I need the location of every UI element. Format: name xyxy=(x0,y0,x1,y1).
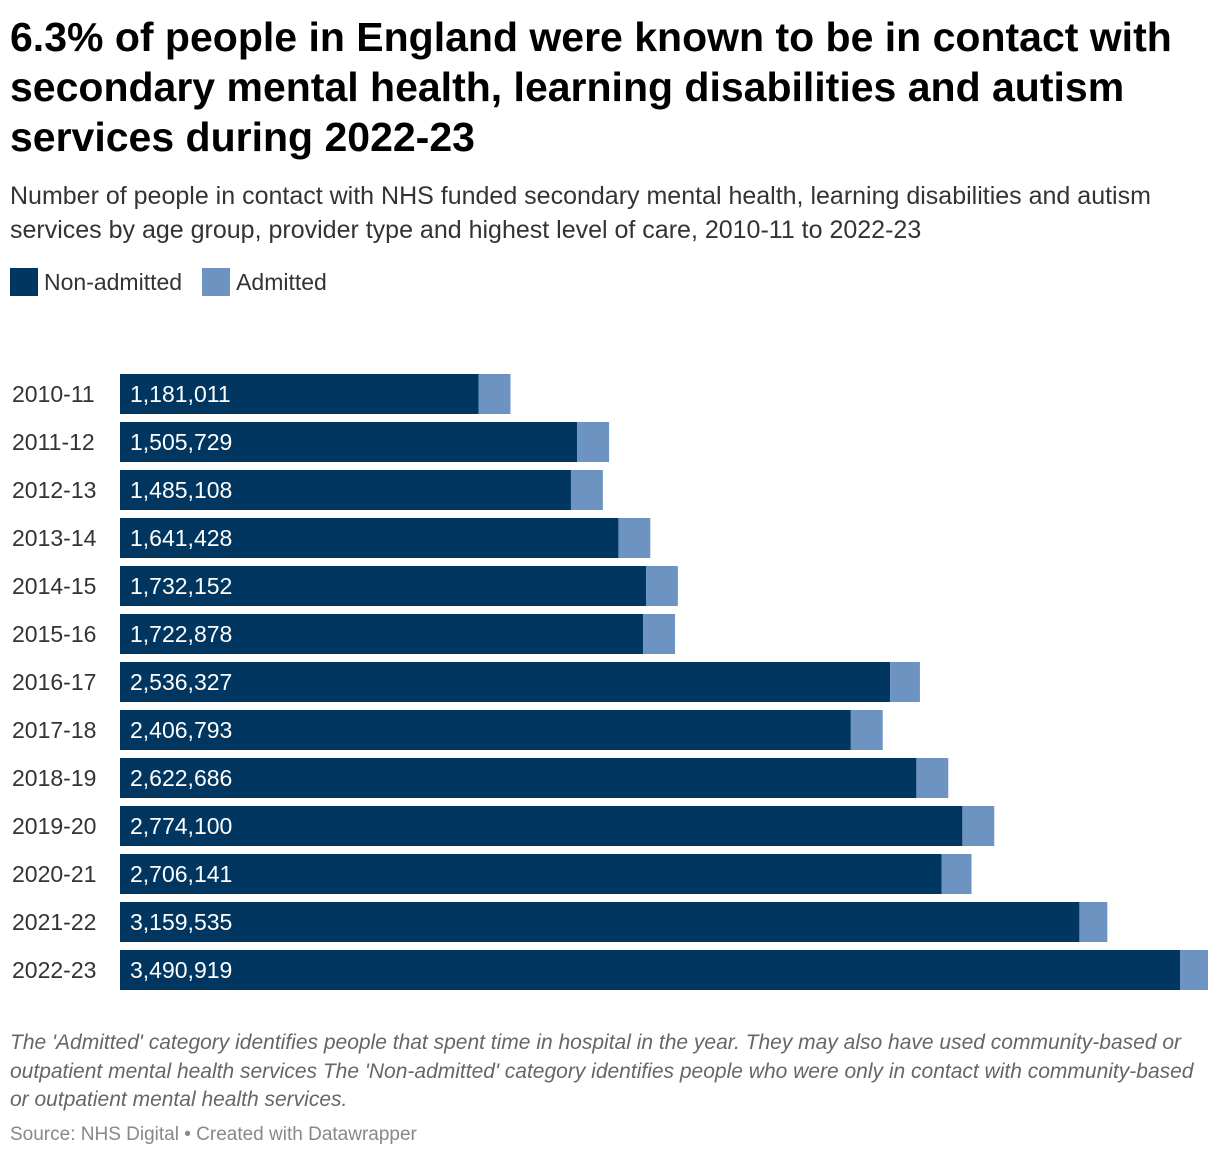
bar-admitted xyxy=(941,854,972,894)
bar-admitted xyxy=(478,374,511,414)
value-label: 1,732,152 xyxy=(130,573,232,599)
category-label: 2013-14 xyxy=(12,525,97,551)
chart-notes: The 'Admitted' category identifies peopl… xyxy=(10,1031,1194,1111)
category-label: 2018-19 xyxy=(12,765,96,791)
legend-label-non-admitted: Non-admitted xyxy=(44,268,183,295)
bar-non-admitted xyxy=(120,854,942,894)
bar-admitted xyxy=(577,422,610,462)
chart-source: Source: NHS Digital • Created with Dataw… xyxy=(10,1124,417,1145)
category-label: 2011-12 xyxy=(12,429,95,455)
bar-admitted xyxy=(962,806,995,846)
value-label: 2,406,793 xyxy=(130,717,232,743)
bar-chart: 2010-11 1,181,011 2011-12 1,505,729 2012-13 1… xyxy=(12,374,1208,990)
category-label: 2020-21 xyxy=(12,861,96,887)
value-label: 1,485,108 xyxy=(130,477,232,503)
bar-admitted xyxy=(645,566,678,606)
value-label: 2,774,100 xyxy=(130,813,232,839)
category-label: 2016-17 xyxy=(12,669,96,695)
legend: Non-admitted Admitted xyxy=(10,268,347,296)
value-label: 2,706,141 xyxy=(130,861,232,887)
bar-admitted xyxy=(1079,902,1108,942)
bar-admitted xyxy=(618,518,651,558)
bar-non-admitted xyxy=(120,806,963,846)
bar-non-admitted xyxy=(120,422,578,462)
chart-subtitle: Number of people in contact with NHS fun… xyxy=(10,182,1151,244)
legend-swatch-non-admitted xyxy=(10,268,38,296)
bar-admitted xyxy=(643,614,676,654)
bar-non-admitted xyxy=(120,902,1080,942)
bar-non-admitted xyxy=(120,614,644,654)
bar-non-admitted xyxy=(120,374,479,414)
value-label: 1,722,878 xyxy=(130,621,232,647)
category-label: 2021-22 xyxy=(12,909,96,935)
category-label: 2014-15 xyxy=(12,573,96,599)
category-label: 2015-16 xyxy=(12,621,96,647)
bar-non-admitted xyxy=(120,710,851,750)
bar-admitted xyxy=(1180,950,1208,990)
bar-non-admitted xyxy=(120,758,917,798)
value-label: 3,159,535 xyxy=(130,909,232,935)
value-label: 2,622,686 xyxy=(130,765,232,791)
value-label: 1,505,729 xyxy=(130,429,232,455)
legend-item-admitted: Admitted xyxy=(202,268,327,296)
bar-non-admitted xyxy=(120,950,1181,990)
category-label: 2012-13 xyxy=(12,477,96,503)
value-label: 2,536,327 xyxy=(130,669,232,695)
chart-title: 6.3% of people in England were known to … xyxy=(10,14,1172,160)
value-label: 1,641,428 xyxy=(130,525,232,551)
value-label: 1,181,011 xyxy=(130,381,231,407)
category-label: 2019-20 xyxy=(12,813,96,839)
bar-non-admitted xyxy=(120,518,619,558)
category-label: 2010-11 xyxy=(12,381,95,407)
legend-item-non-admitted: Non-admitted xyxy=(10,268,182,296)
bar-admitted xyxy=(916,758,949,798)
bar-admitted xyxy=(570,470,603,510)
legend-label-admitted: Admitted xyxy=(236,268,327,295)
bar-admitted xyxy=(890,662,920,702)
bar-non-admitted xyxy=(120,470,571,510)
category-label: 2022-23 xyxy=(12,957,96,983)
value-label: 3,490,919 xyxy=(130,957,232,983)
bar-admitted xyxy=(850,710,883,750)
bar-non-admitted xyxy=(120,566,646,606)
bar-non-admitted xyxy=(120,662,891,702)
legend-swatch-admitted xyxy=(202,268,231,296)
category-label: 2017-18 xyxy=(12,717,96,743)
